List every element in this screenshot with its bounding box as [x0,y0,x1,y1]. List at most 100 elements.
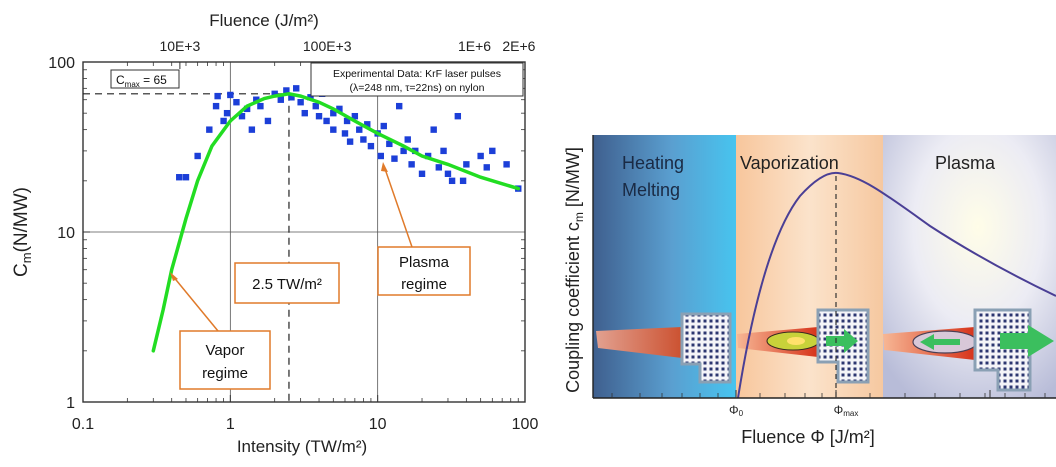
x2-tick-label: 10E+3 [159,38,200,54]
data-point [440,147,447,155]
thrust-arrow [826,329,858,353]
region-label-plasma: Plasma [935,153,996,173]
data-point [351,112,359,120]
y-axis-label: Cm(N/MW) [11,187,34,277]
data-point [418,170,426,177]
data-point [463,161,470,168]
axis-ticks: 0.1 1 10 100 1 10 100 10E+3 100E+3 1E+6 2E+6 [48,38,538,433]
data-point [404,136,411,143]
data-point [341,130,349,137]
data-point [220,117,227,125]
x2-tick-label: 1E+6 [458,38,491,54]
data-point [182,174,190,181]
data-point [248,126,256,133]
cmax-label-box [110,69,180,89]
data-point [346,138,354,145]
data-point [176,174,183,181]
vapor-arrowhead [170,272,178,281]
data-point [454,112,462,120]
legend-line-2: (λ=248 nm, τ=22ns) on nylon [350,82,485,94]
data-point [301,109,308,117]
data-point [483,164,490,171]
data-point [194,152,201,160]
coupling-curve [737,171,1056,399]
data-point [424,152,432,160]
vapor-regime-box [179,330,271,390]
regime-diagram: Heating Melting Vaporization Plasma [563,135,1056,447]
data-point [377,152,384,160]
y-tick-label: 100 [48,55,75,72]
data-point [364,121,371,128]
plasma-arrow [383,165,413,248]
x2-tick-label: 100E+3 [303,38,352,54]
x-tick-label: 0.1 [72,416,94,433]
region-label-vaporization: Vaporization [740,153,839,173]
data-point [477,152,484,160]
data-point [223,109,231,117]
plasma-regime-box [377,246,471,296]
data-point [330,126,337,133]
tick-label-phimax: Φmax [834,403,859,418]
tick-label-phi0: Φ0 [729,403,744,418]
right-x-axis-label: Fluence Φ [J/m²] [741,427,874,447]
y-tick-label: 10 [57,225,75,242]
fit-curve [151,92,521,353]
data-point [430,126,437,133]
data-point [297,99,304,106]
plasma-regime-line-1: Plasma [399,254,450,271]
x2-tick-label: 2E+6 [502,38,535,54]
data-point [356,126,363,133]
plasma-regime-line-2: regime [401,276,447,293]
data-point [408,161,415,168]
plot-frame [82,61,526,403]
vapor-arrow [171,274,219,332]
data-point [238,112,246,120]
data-point [459,177,467,185]
data-point [212,102,220,110]
data-point [271,90,278,98]
region-label-heating: Heating [622,153,684,173]
data-point [503,161,510,168]
legend-line-1: Experimental Data: KrF laser pulses [333,68,501,80]
data-point [395,102,403,110]
target-block [973,308,1032,392]
data-point [315,112,323,120]
data-point [367,142,375,150]
data-point [444,170,452,177]
legend-box [310,62,524,97]
data-point [253,96,260,103]
right-y-axis-label: Coupling coefficient cm [N/MW] [563,147,586,393]
data-point [233,99,240,106]
peak-intensity-box [234,262,340,304]
data-point [227,91,234,99]
data-point [288,94,295,101]
x-tick-label: 10 [369,416,387,433]
data-point [330,109,337,117]
data-point [283,87,290,94]
top-axis-label: Fluence (J/m²) [209,11,319,30]
plasma-illustration [883,308,1054,392]
data-point [312,102,319,110]
target-block [680,312,732,384]
data-point [243,105,251,113]
data-point [264,117,272,125]
x-tick-label: 1 [226,416,235,433]
data-point [380,122,387,130]
data-point [307,94,314,101]
data-point [336,105,343,113]
thrust-arrow [1000,325,1054,357]
reverse-arrow [920,334,960,350]
data-point [323,117,330,125]
data-point [448,177,456,185]
heating-illustration [596,312,732,384]
coupling-chart: Fluence (J/m²) 0.1 1 10 100 1 10 100 10E+3 100E+… [11,11,538,456]
scatter-points [176,85,522,192]
plasma-arrowhead [381,162,388,172]
laser-beam [596,327,682,358]
data-point [435,164,443,171]
peak-intensity-label: 2.5 TW/m² [252,276,322,293]
data-point [391,155,398,162]
y-tick-label: 1 [66,395,75,412]
